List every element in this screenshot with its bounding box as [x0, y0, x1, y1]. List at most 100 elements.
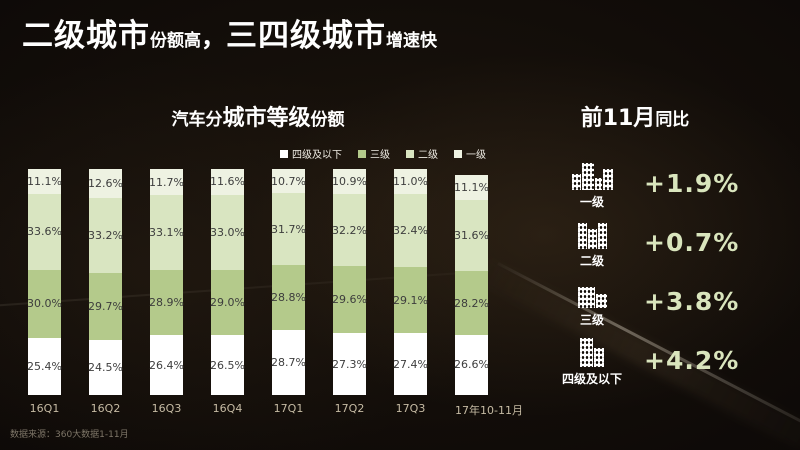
- yoy-title-main: 前11月: [580, 106, 656, 131]
- tier4-yoy-value: +4.2%: [644, 346, 740, 375]
- bar-segment: 11.1%: [27, 168, 62, 194]
- stacked-bar: 11.0% 32.4% 29.1% 27.4%: [393, 169, 428, 395]
- chart-title-main: 城市等级: [222, 106, 311, 131]
- bar-segment: 25.4%: [27, 337, 62, 395]
- x-axis-label: 17Q2: [334, 402, 365, 415]
- building-shape: [571, 173, 581, 190]
- legend-label: 一级: [466, 150, 486, 161]
- building-shape: [602, 168, 613, 190]
- stacked-bar: 11.1% 31.6% 28.2% 26.6%: [454, 174, 489, 395]
- legend-swatch: [280, 149, 288, 158]
- x-axis-label: 17年10-11月: [455, 404, 523, 417]
- stacked-bar: 11.7% 33.1% 28.9% 26.4%: [149, 168, 184, 395]
- x-axis-labels: 16Q1 16Q2 16Q3 16Q4 17Q1 17Q2 17Q3 17年10-11月: [28, 402, 523, 418]
- legend-swatch: [406, 149, 414, 158]
- bar-segment: 29.1%: [393, 267, 428, 334]
- x-axis-label: 16Q2: [90, 402, 121, 415]
- tier2-icon-block: 二级: [540, 217, 644, 269]
- bar-segment: 32.2%: [332, 193, 367, 267]
- yoy-panel: 前11月同比 一级 +1.9% 二级 +0.7%: [540, 100, 790, 390]
- legend-label: 二级: [418, 150, 438, 161]
- x-axis-label: 17Q1: [273, 402, 304, 415]
- tier3-icon-block: 三级: [540, 276, 644, 328]
- bar-segment: 32.4%: [393, 194, 428, 268]
- slide-title-part2: 三四级城市: [226, 18, 387, 54]
- bar-segment: 33.1%: [149, 195, 184, 271]
- yoy-row-tier3: 三级 +3.8%: [540, 272, 790, 331]
- bar-segment: 11.0%: [393, 169, 428, 195]
- tier1-city-icon: [571, 158, 613, 190]
- stacked-bar: 10.7% 31.7% 28.8% 28.7%: [271, 169, 306, 395]
- slide-title-part1: 二级城市: [22, 18, 150, 54]
- stacked-bar-chart: 汽车分城市等级份额 四级及以下 三级 二级 一级 11.1% 33.6% 30.0% 25.…: [27, 100, 523, 418]
- slide-title-part2-sub: 增速快: [386, 31, 438, 51]
- building-shape: [581, 162, 594, 190]
- bar-segment: 28.8%: [271, 265, 306, 331]
- legend-item: 三级: [358, 146, 390, 161]
- stacked-bar: 10.9% 32.2% 29.6% 27.3%: [332, 169, 367, 395]
- tier4-label: 四级及以下: [561, 371, 622, 386]
- bar-segment: 11.6%: [210, 168, 245, 196]
- tier2-yoy-value: +0.7%: [644, 228, 740, 257]
- x-axis-label: 16Q4: [212, 402, 243, 415]
- tier4-city-icon: [580, 335, 604, 367]
- tier3-yoy-value: +3.8%: [644, 287, 740, 316]
- bar-segment: 27.4%: [393, 333, 428, 395]
- legend-item: 二级: [406, 146, 438, 161]
- chart-legend: 四级及以下 三级 二级 一级: [28, 146, 488, 161]
- tier3-label: 三级: [579, 312, 604, 327]
- bar-segment: 30.0%: [27, 269, 62, 338]
- yoy-title-sub: 同比: [655, 110, 690, 130]
- tier2-city-icon: [577, 217, 607, 249]
- chart-title-prefix: 汽车分: [171, 110, 223, 130]
- chart-title-suffix: 份额: [310, 110, 345, 130]
- building-shape: [580, 337, 593, 367]
- bar-segment: 26.5%: [210, 335, 245, 395]
- yoy-panel-title: 前11月同比: [540, 100, 730, 132]
- bar-segment: 29.6%: [332, 266, 367, 334]
- stacked-bar: 11.1% 33.6% 30.0% 25.4%: [27, 168, 62, 395]
- yoy-rows: 一级 +1.9% 二级 +0.7% 三级: [540, 154, 790, 390]
- tier1-label: 一级: [579, 194, 604, 209]
- bar-segment: 12.6%: [88, 169, 123, 198]
- tier4-icon-block: 四级及以下: [540, 335, 644, 387]
- building-shape: [594, 347, 604, 367]
- building-shape: [597, 222, 607, 249]
- plot-area: 11.1% 33.6% 30.0% 25.4% 12.6% 33.2% 29.7% 24.5%…: [27, 168, 489, 395]
- building-shape: [577, 222, 587, 249]
- bar-segment: 27.3%: [332, 333, 367, 395]
- bar-segment: 28.7%: [271, 330, 306, 395]
- building-shape: [577, 286, 595, 308]
- bar-segment: 29.0%: [210, 269, 245, 336]
- tier1-icon-block: 一级: [540, 158, 644, 210]
- bar-segment: 33.0%: [210, 195, 245, 270]
- yoy-row-tier1: 一级 +1.9%: [540, 154, 790, 213]
- legend-label: 四级及以下: [292, 150, 342, 161]
- stacked-bar: 12.6% 33.2% 29.7% 24.5%: [88, 169, 123, 395]
- legend-item: 四级及以下: [280, 146, 342, 161]
- bar-segment: 10.9%: [332, 169, 367, 194]
- bar-segment: 11.7%: [149, 168, 184, 196]
- x-axis-label: 16Q3: [151, 402, 182, 415]
- building-shape: [595, 293, 607, 308]
- bar-segment: 26.6%: [454, 334, 489, 395]
- bar-segment: 26.4%: [149, 335, 184, 395]
- bar-segment: 31.6%: [454, 199, 489, 272]
- yoy-row-tier2: 二级 +0.7%: [540, 213, 790, 272]
- building-shape: [587, 228, 597, 249]
- bar-segment: 29.7%: [88, 272, 123, 340]
- bar-segment: 28.9%: [149, 270, 184, 336]
- bar-segment: 28.2%: [454, 271, 489, 335]
- bar-segment: 31.7%: [271, 193, 306, 266]
- slide-title-comma: ，: [201, 23, 227, 52]
- legend-label: 三级: [370, 150, 390, 161]
- bar-segment: 33.6%: [27, 193, 62, 270]
- slide-title-part1-sub: 份额高: [150, 31, 201, 51]
- bar-segment: 33.2%: [88, 197, 123, 273]
- bar-segment: 24.5%: [88, 339, 123, 395]
- building-shape: [594, 177, 602, 190]
- bar-segment: 11.1%: [454, 174, 489, 200]
- tier2-label: 二级: [579, 253, 604, 268]
- x-axis-label: 16Q1: [29, 402, 60, 415]
